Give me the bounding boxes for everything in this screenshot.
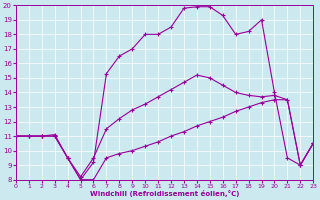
- X-axis label: Windchill (Refroidissement éolien,°C): Windchill (Refroidissement éolien,°C): [90, 190, 239, 197]
